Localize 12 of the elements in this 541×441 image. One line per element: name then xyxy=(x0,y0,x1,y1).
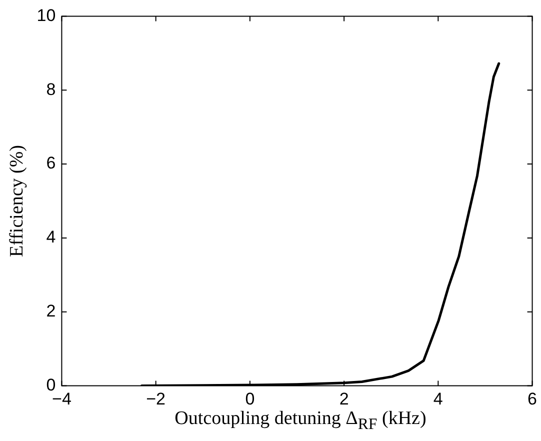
y-tick-label: 2 xyxy=(46,302,56,321)
x-tick-label: 2 xyxy=(339,390,349,409)
x-tick-label: −2 xyxy=(146,390,166,409)
y-tick-label: 10 xyxy=(36,6,56,25)
y-tick-label: 8 xyxy=(46,80,56,99)
y-tick-label: 6 xyxy=(46,154,56,173)
x-tick-label: 0 xyxy=(245,390,255,409)
y-axis-title: Efficiency (%) xyxy=(6,144,28,258)
x-axis-title: Outcoupling detuning Δ$_{RF}$ (kHz) xyxy=(174,408,428,434)
x-tick-label: 4 xyxy=(433,390,443,409)
x-tick-label: 6 xyxy=(528,390,538,409)
y-tick-label: 4 xyxy=(46,228,56,247)
